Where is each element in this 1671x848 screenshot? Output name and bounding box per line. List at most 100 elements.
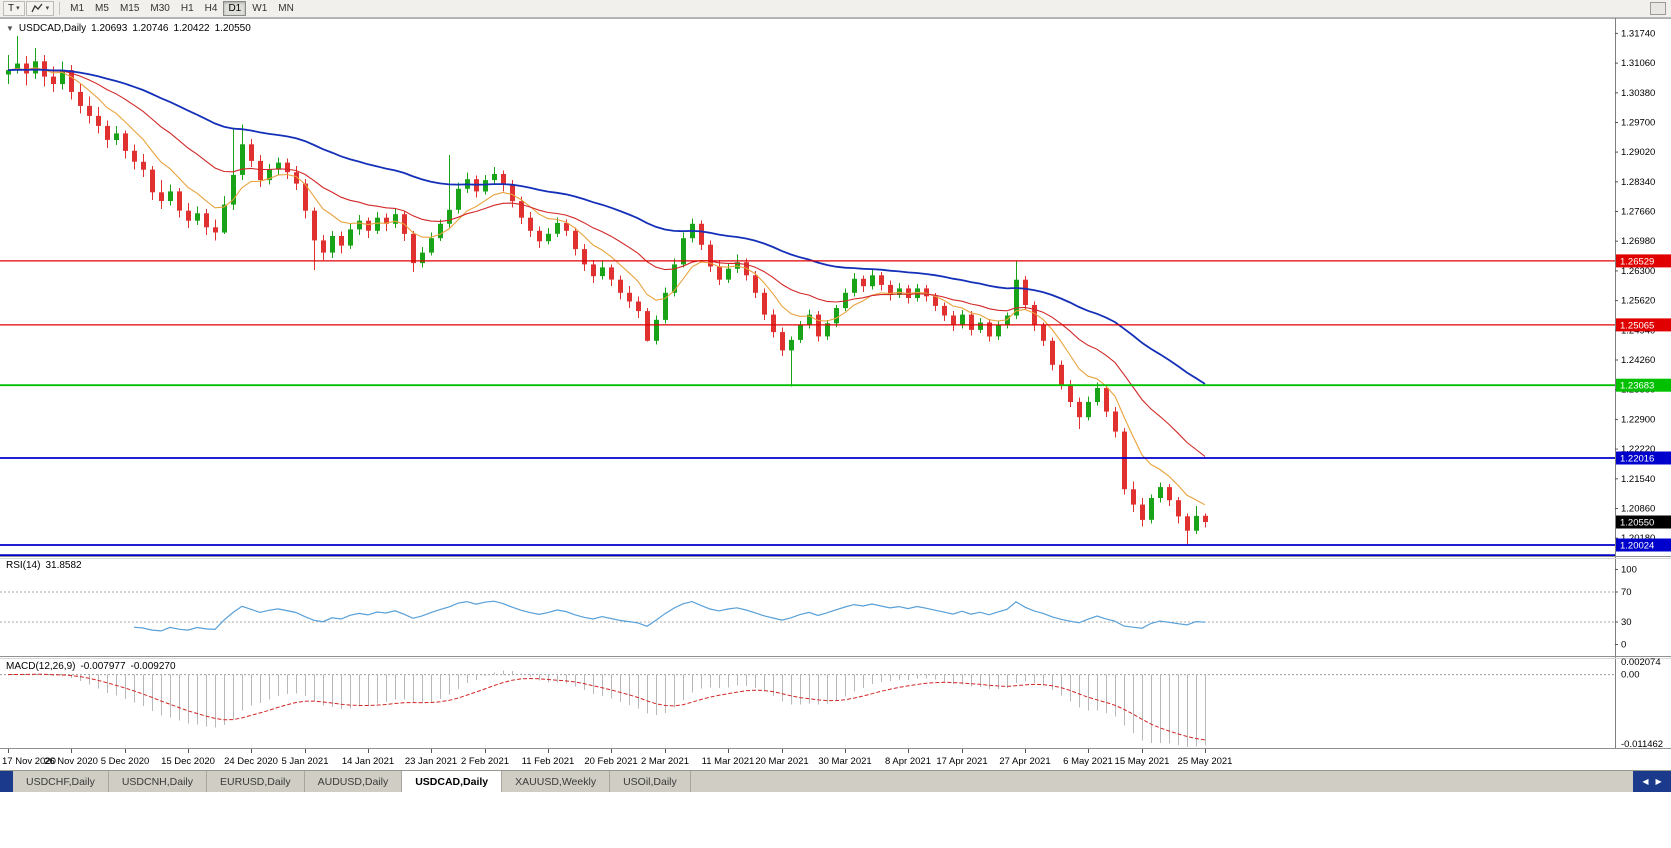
chart-area: 1.31740 1.31060 1.30380 1.29700 1.29020 1.283… xyxy=(0,18,1671,770)
timeframe-button-d1[interactable]: D1 xyxy=(223,1,247,16)
svg-text:0: 0 xyxy=(1621,640,1626,651)
chart-toolbar: T ▾ ▾ M1 M5 M15 M30 H1 H4 D1 W1 MN xyxy=(0,0,1671,18)
svg-text:30 Mar 2021: 30 Mar 2021 xyxy=(818,756,871,767)
chart-tab-bar: USDCHF,Daily USDCNH,Daily EURUSD,Daily AUDU… xyxy=(0,770,1671,792)
svg-text:1.25065: 1.25065 xyxy=(1620,320,1654,331)
price-badge: 1.20550 xyxy=(1616,515,1671,529)
svg-text:1.30380: 1.30380 xyxy=(1621,88,1655,99)
timeframe-button-m1[interactable]: M1 xyxy=(65,1,89,16)
rsi-line xyxy=(133,600,1206,632)
tab-audusd[interactable]: AUDUSD,Daily xyxy=(304,771,403,792)
templates-button[interactable]: T ▾ xyxy=(3,1,25,16)
svg-text:1.20024: 1.20024 xyxy=(1620,541,1654,552)
tab-usdcad[interactable]: USDCAD,Daily xyxy=(402,771,503,792)
svg-text:2 Mar 2021: 2 Mar 2021 xyxy=(641,756,689,767)
dropdown-arrow-icon: ▾ xyxy=(16,5,20,12)
svg-text:17 Apr 2021: 17 Apr 2021 xyxy=(936,756,987,767)
tab-usdcnh[interactable]: USDCNH,Daily xyxy=(108,771,208,792)
svg-text:1.21540: 1.21540 xyxy=(1621,474,1655,485)
svg-text:27 Apr 2021: 27 Apr 2021 xyxy=(999,756,1050,767)
tab-usoil[interactable]: USOil,Daily xyxy=(610,771,691,792)
price-badge: 1.22016 xyxy=(1616,451,1671,465)
svg-text:1.22016: 1.22016 xyxy=(1620,454,1654,465)
timeframe-button-mn[interactable]: MN xyxy=(273,1,299,16)
svg-text:6 May 2021: 6 May 2021 xyxy=(1063,756,1113,767)
svg-text:17 Nov 2020: 17 Nov 2020 xyxy=(2,756,56,767)
svg-text:8 Apr 2021: 8 Apr 2021 xyxy=(885,756,931,767)
templates-button-label: T xyxy=(8,3,15,14)
timeframe-button-h4[interactable]: H4 xyxy=(200,1,223,16)
tab-scroll-right-icon[interactable]: ▶ xyxy=(1655,776,1662,786)
timeframe-button-w1[interactable]: W1 xyxy=(247,1,272,16)
tab-bar-left-cap xyxy=(0,771,13,792)
line-tool-button[interactable]: ▾ xyxy=(25,1,55,16)
svg-text:1.28340: 1.28340 xyxy=(1621,177,1655,188)
timeframe-buttons-group: M1 M5 M15 M30 H1 H4 D1 W1 MN xyxy=(65,1,299,16)
trendline-tool-icon xyxy=(31,3,43,13)
dropdown-arrow-icon: ▾ xyxy=(45,5,50,12)
svg-text:30: 30 xyxy=(1621,617,1632,628)
tab-scroll-left-icon[interactable]: ◀ xyxy=(1642,776,1649,786)
svg-text:1.26980: 1.26980 xyxy=(1621,236,1655,247)
moving-average-50 xyxy=(7,68,1206,385)
svg-text:-0.011462: -0.011462 xyxy=(1621,739,1663,750)
tab-eurusd[interactable]: EURUSD,Daily xyxy=(207,771,305,792)
macd-signal-line xyxy=(7,673,1206,741)
bottom-empty-area xyxy=(0,792,1671,848)
svg-text:14 Jan 2021: 14 Jan 2021 xyxy=(342,756,394,767)
svg-text:70: 70 xyxy=(1621,587,1632,598)
price-badge: 1.25065 xyxy=(1616,318,1671,332)
chart-tabs-group: USDCHF,Daily USDCNH,Daily EURUSD,Daily AUDU… xyxy=(13,771,691,792)
svg-text:5 Jan 2021: 5 Jan 2021 xyxy=(281,756,328,767)
macd-panel: 0.002074 0.00 -0.011462 xyxy=(0,657,1663,750)
svg-text:1.22220: 1.22220 xyxy=(1621,444,1655,455)
svg-text:1.27660: 1.27660 xyxy=(1621,207,1655,218)
toolbar-corner-button[interactable] xyxy=(1650,2,1666,15)
svg-text:1.25620: 1.25620 xyxy=(1621,296,1655,307)
price-badge: 1.23683 xyxy=(1616,378,1671,392)
svg-text:20 Mar 2021: 20 Mar 2021 xyxy=(755,756,808,767)
tab-scroll-controls: ◀ ▶ xyxy=(1633,771,1671,792)
timeframe-button-h1[interactable]: H1 xyxy=(176,1,199,16)
svg-text:1.22900: 1.22900 xyxy=(1621,414,1655,425)
svg-text:1.29020: 1.29020 xyxy=(1621,147,1655,158)
svg-text:26 Nov 2020: 26 Nov 2020 xyxy=(44,756,98,767)
svg-text:1.31060: 1.31060 xyxy=(1621,58,1655,69)
svg-text:15 Dec 2020: 15 Dec 2020 xyxy=(161,756,215,767)
toolbar-separator xyxy=(59,2,61,15)
svg-text:1.23683: 1.23683 xyxy=(1620,381,1654,392)
svg-text:1.24260: 1.24260 xyxy=(1621,355,1655,366)
rsi-panel: 100 70 30 0 xyxy=(0,565,1637,651)
svg-text:1.26529: 1.26529 xyxy=(1620,256,1654,267)
svg-text:1.26300: 1.26300 xyxy=(1621,266,1655,277)
timeframe-button-m15[interactable]: M15 xyxy=(115,1,144,16)
candlestick-series xyxy=(6,36,1208,544)
svg-text:1.20860: 1.20860 xyxy=(1621,504,1655,515)
moving-average-8 xyxy=(7,67,1206,506)
svg-text:25 May 2021: 25 May 2021 xyxy=(1178,756,1233,767)
svg-text:2 Feb 2021: 2 Feb 2021 xyxy=(461,756,509,767)
svg-text:1.29700: 1.29700 xyxy=(1621,118,1655,129)
tab-xauusd[interactable]: XAUUSD,Weekly xyxy=(502,771,611,792)
chart-canvas[interactable]: 1.31740 1.31060 1.30380 1.29700 1.29020 1.283… xyxy=(0,18,1671,770)
tab-bar-spacer xyxy=(691,771,1633,792)
price-badge: 1.20024 xyxy=(1616,538,1671,552)
svg-text:5 Dec 2020: 5 Dec 2020 xyxy=(101,756,150,767)
svg-text:15 May 2021: 15 May 2021 xyxy=(1115,756,1170,767)
timeframe-button-m5[interactable]: M5 xyxy=(90,1,114,16)
svg-text:0.002074: 0.002074 xyxy=(1621,657,1661,668)
svg-text:1.20550: 1.20550 xyxy=(1620,518,1654,529)
moving-average-20 xyxy=(7,68,1206,457)
svg-text:11 Feb 2021: 11 Feb 2021 xyxy=(522,756,575,767)
svg-text:20 Feb 2021: 20 Feb 2021 xyxy=(584,756,637,767)
svg-text:23 Jan 2021: 23 Jan 2021 xyxy=(405,756,457,767)
tab-usdchf[interactable]: USDCHF,Daily xyxy=(13,771,109,792)
svg-text:1.31740: 1.31740 xyxy=(1621,28,1655,39)
svg-text:24 Dec 2020: 24 Dec 2020 xyxy=(224,756,278,767)
svg-text:100: 100 xyxy=(1621,565,1637,576)
price-badge: 1.26529 xyxy=(1616,254,1671,268)
svg-text:0.00: 0.00 xyxy=(1621,670,1640,681)
timeframe-button-m30[interactable]: M30 xyxy=(145,1,174,16)
